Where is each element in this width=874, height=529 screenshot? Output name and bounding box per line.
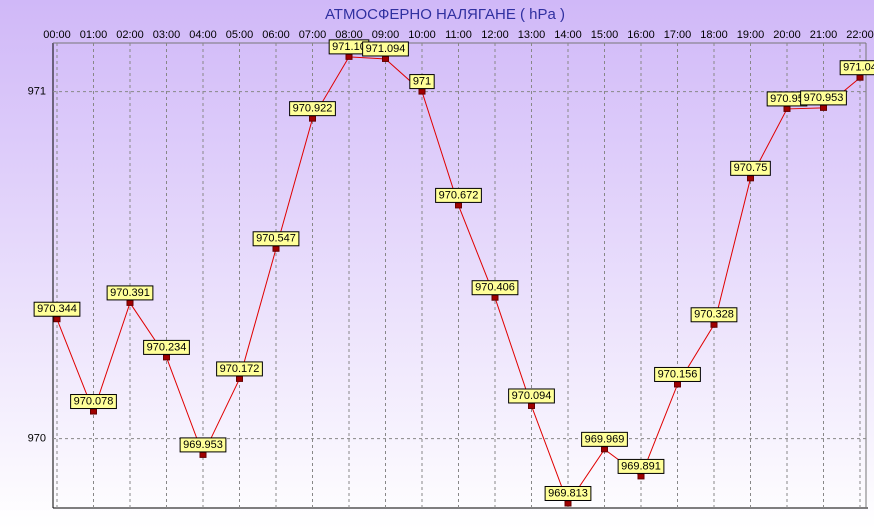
data-label: 969.891 xyxy=(621,460,661,472)
x-tick-label: 14:00 xyxy=(554,29,582,41)
x-tick-label: 13:00 xyxy=(518,29,546,41)
point xyxy=(601,446,608,453)
label-box xyxy=(106,285,154,301)
data-label: 970.547 xyxy=(256,233,296,245)
x-tick-label: 16:00 xyxy=(627,29,655,41)
point xyxy=(455,202,462,209)
x-tick-label: 00:00 xyxy=(43,29,71,41)
x-tick-label: 07:00 xyxy=(299,29,327,41)
x-tick-label: 10:00 xyxy=(408,29,436,41)
label-box xyxy=(179,437,227,453)
data-label: 970.672 xyxy=(439,189,479,201)
x-tick-label: 05:00 xyxy=(226,29,254,41)
point xyxy=(309,115,316,122)
data-label: 971 xyxy=(413,75,431,87)
point xyxy=(236,375,243,382)
point xyxy=(747,175,754,182)
label-box xyxy=(654,366,701,382)
data-label: 970.406 xyxy=(475,282,515,294)
point xyxy=(783,105,791,112)
label-box xyxy=(33,301,81,317)
data-label: 969.813 xyxy=(548,487,588,499)
x-tick-label: 09:00 xyxy=(372,29,400,41)
label-box xyxy=(70,394,117,410)
point xyxy=(564,500,572,507)
label-box xyxy=(216,361,263,377)
label-box xyxy=(435,187,482,203)
y-tick-label: 970 xyxy=(28,433,46,445)
x-tick-label: 20:00 xyxy=(773,29,801,41)
x-tick-label: 19:00 xyxy=(737,29,765,41)
point xyxy=(199,451,207,458)
point xyxy=(272,245,280,252)
data-label: 970.75 xyxy=(734,162,768,174)
label-box xyxy=(289,101,336,117)
x-tick-label: 22:00 xyxy=(846,29,874,41)
label-box xyxy=(252,231,300,247)
point xyxy=(491,294,499,301)
data-label: 970.328 xyxy=(694,309,734,321)
x-tick-label: 03:00 xyxy=(153,29,181,41)
label-box xyxy=(471,280,519,296)
label-box xyxy=(839,60,874,76)
point xyxy=(382,55,389,62)
data-label: 971.04 xyxy=(843,62,874,74)
label-box xyxy=(508,388,555,404)
label-box xyxy=(362,41,409,57)
data-label: 971.094 xyxy=(366,43,406,55)
data-label: 971.10 xyxy=(332,41,366,53)
label-box xyxy=(544,485,592,501)
point xyxy=(674,381,681,388)
data-label: 970.094 xyxy=(512,390,552,402)
data-label: 970.078 xyxy=(74,395,114,407)
point xyxy=(820,104,827,111)
data-label: 970.156 xyxy=(658,368,698,380)
point xyxy=(856,74,864,81)
x-tick-label: 15:00 xyxy=(591,29,619,41)
point xyxy=(528,402,535,409)
point xyxy=(53,316,61,323)
data-label: 969.953 xyxy=(183,439,223,451)
label-box xyxy=(143,339,190,355)
point xyxy=(637,473,645,480)
point xyxy=(345,53,353,60)
x-tick-label: 17:00 xyxy=(664,29,692,41)
chart-title: АТМОСФЕРНО НАЛЯГАНЕ ( hPa ) xyxy=(325,6,565,23)
label-box xyxy=(581,431,628,447)
x-tick-label: 11:00 xyxy=(445,29,472,41)
point xyxy=(163,354,170,361)
x-tick-label: 12:00 xyxy=(481,29,509,41)
label-box xyxy=(617,458,665,474)
data-label: 970.922 xyxy=(293,103,333,115)
x-tick-label: 04:00 xyxy=(189,29,217,41)
point xyxy=(710,321,718,328)
label-box xyxy=(730,160,771,176)
point xyxy=(90,408,97,415)
x-tick-label: 01:00 xyxy=(80,29,108,41)
data-label: 970.391 xyxy=(110,287,150,299)
point xyxy=(418,88,426,95)
data-label: 970.95 xyxy=(770,93,804,105)
point xyxy=(126,299,134,306)
x-tick-label: 18:00 xyxy=(700,29,728,41)
x-tick-label: 08:00 xyxy=(335,29,363,41)
x-tick-label: 06:00 xyxy=(262,29,290,41)
y-tick-label: 971 xyxy=(28,85,46,97)
data-label: 969.969 xyxy=(585,433,625,445)
x-tick-label: 21:00 xyxy=(810,29,838,41)
data-label: 970.234 xyxy=(147,341,187,353)
x-tick-label: 02:00 xyxy=(116,29,144,41)
data-label: 970.344 xyxy=(37,303,77,315)
label-box xyxy=(800,90,847,106)
label-box xyxy=(690,307,738,323)
data-label: 970.172 xyxy=(220,363,260,375)
data-label: 970.953 xyxy=(804,92,844,104)
label-box xyxy=(409,74,435,90)
